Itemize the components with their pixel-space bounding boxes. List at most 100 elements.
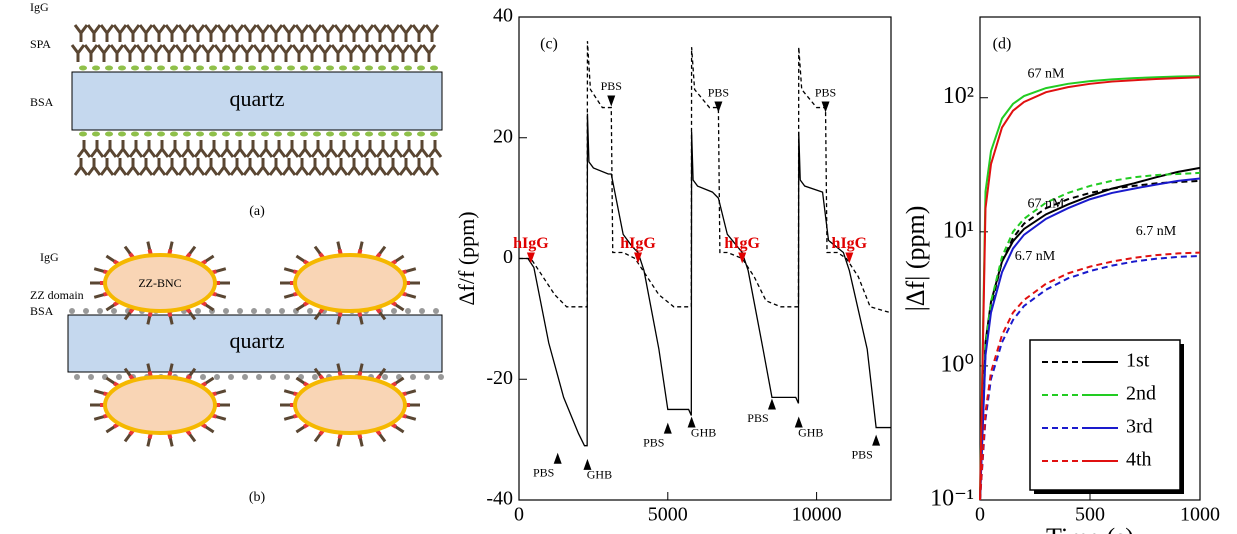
panel-label: (c) <box>540 36 558 53</box>
arrow-marker <box>553 452 562 464</box>
bsa <box>410 374 416 380</box>
bsa <box>438 374 444 380</box>
antibody <box>203 24 219 42</box>
antibody <box>284 140 300 158</box>
antibody <box>180 140 196 158</box>
bsa <box>116 374 122 380</box>
spa <box>430 131 438 137</box>
x-tick-label: 1000 <box>1180 504 1220 526</box>
antibody <box>330 44 346 62</box>
line <box>519 113 891 447</box>
bsa <box>307 308 313 314</box>
arrow-marker <box>872 434 881 446</box>
antibody <box>125 24 141 42</box>
antibody <box>359 158 375 176</box>
antibody <box>336 140 352 158</box>
antibody <box>245 140 261 158</box>
spa <box>391 65 399 71</box>
label: IgG <box>40 250 59 264</box>
annotation: GHB <box>691 425 716 439</box>
particle <box>103 375 217 435</box>
line <box>979 177 1201 501</box>
spa <box>378 131 386 137</box>
spa <box>352 65 360 71</box>
y-tick-label: 40 <box>493 5 513 27</box>
antibody <box>395 44 411 62</box>
legend <box>1029 339 1181 491</box>
spa <box>196 131 204 137</box>
y-tick-label: -20 <box>486 367 513 389</box>
annotation: PBS <box>708 85 729 99</box>
spa <box>287 65 295 71</box>
spa <box>170 65 178 71</box>
spa <box>209 131 217 137</box>
antibody <box>76 140 92 158</box>
spa <box>339 65 347 71</box>
spa <box>157 65 165 71</box>
spa <box>222 131 230 137</box>
spa <box>131 65 139 71</box>
annotation: 67 nM <box>1028 197 1066 212</box>
annotation: hIgG <box>620 235 656 252</box>
bsa <box>382 374 388 380</box>
antibody <box>268 158 284 176</box>
label: ZZ domain <box>30 288 84 302</box>
antibody <box>242 24 258 42</box>
x-tick-label: 10000 <box>792 504 842 526</box>
antibody <box>141 140 157 158</box>
antibody <box>102 140 118 158</box>
antibody <box>154 140 170 158</box>
arrow-marker <box>687 416 696 428</box>
spa <box>313 131 321 137</box>
antibody <box>239 44 255 62</box>
antibody <box>320 24 336 42</box>
antibody <box>310 140 326 158</box>
antibody <box>278 44 294 62</box>
annotation: PBS <box>851 447 872 461</box>
label: BSA <box>30 304 54 318</box>
spa <box>404 131 412 137</box>
annotation: GHB <box>798 425 823 439</box>
bsa <box>256 374 262 380</box>
annotation: PBS <box>747 411 768 425</box>
antibody <box>73 24 89 42</box>
annotation: PBS <box>533 466 554 480</box>
antibody <box>252 44 268 62</box>
spa <box>274 131 282 137</box>
x-tick-label: 5000 <box>648 504 688 526</box>
antibody <box>115 140 131 158</box>
antibody <box>138 24 154 42</box>
spa <box>326 131 334 137</box>
annotation: PBS <box>601 79 622 93</box>
line <box>519 41 892 314</box>
arrow-marker <box>663 422 672 434</box>
arrow-marker <box>845 252 854 264</box>
label: SPA <box>30 37 51 51</box>
antibody <box>128 140 144 158</box>
chart: 0 5000 10000 -40 -20 0 20 40 Time (s) Δf/f (ppm) (… <box>454 5 892 534</box>
x-tick-label: 0 <box>514 504 524 526</box>
bsa <box>405 308 411 314</box>
spa <box>105 131 113 137</box>
bsa <box>242 374 248 380</box>
panel-label: (d) <box>993 36 1012 53</box>
antibody <box>200 44 216 62</box>
particle <box>293 253 407 313</box>
antibody <box>206 140 222 158</box>
antibody <box>193 140 209 158</box>
antibody <box>190 158 206 176</box>
antibody <box>398 24 414 42</box>
bsa <box>284 374 290 380</box>
arrow-marker <box>821 101 830 113</box>
antibody <box>73 158 89 176</box>
y-tick-label: 10⁻¹ <box>930 486 974 512</box>
antibody <box>268 24 284 42</box>
legend-label: 4th <box>1126 449 1152 471</box>
antibody <box>229 158 245 176</box>
annotation: 6.7 nM <box>1136 224 1177 239</box>
spa <box>365 131 373 137</box>
spa <box>196 65 204 71</box>
antibody <box>408 44 424 62</box>
antibody <box>232 140 248 158</box>
label: IgG <box>30 0 49 14</box>
